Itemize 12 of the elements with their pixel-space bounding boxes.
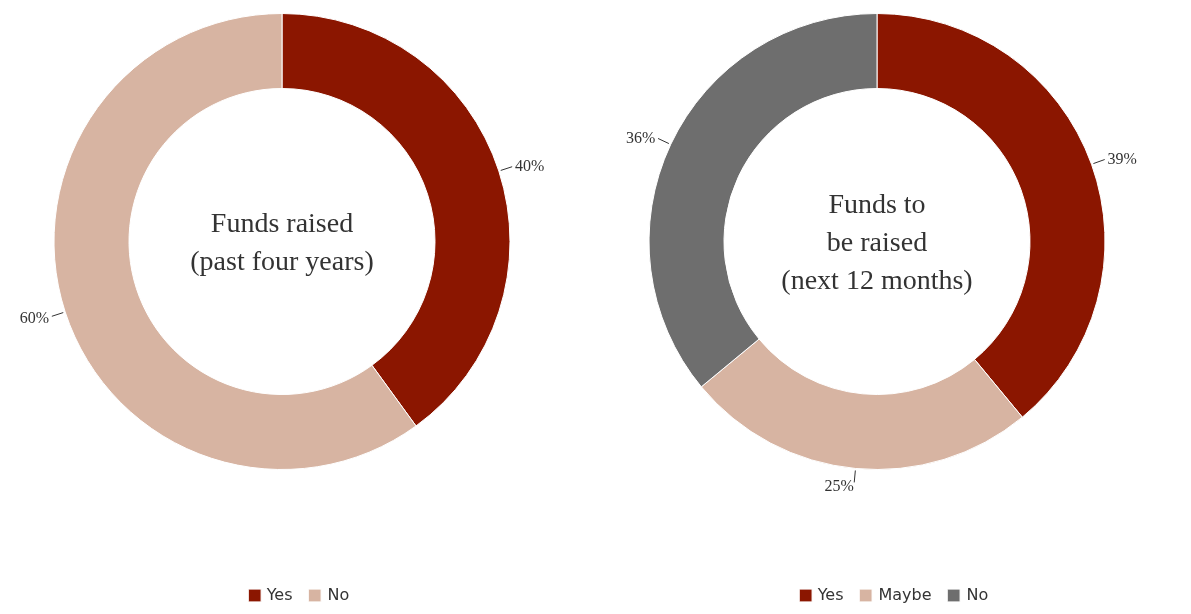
data-label: 39% xyxy=(1107,150,1137,168)
legend-label: No xyxy=(966,585,989,604)
data-label: 36% xyxy=(625,128,656,146)
data-label: 60% xyxy=(19,308,49,326)
legend-label: Maybe xyxy=(878,585,932,604)
text: Funds raised (past four years) xyxy=(190,207,374,276)
data-label: 25% xyxy=(824,476,854,494)
legend-label: Yes xyxy=(266,585,293,604)
legend-label: Yes xyxy=(817,585,844,604)
data-label: 40% xyxy=(515,157,545,175)
legend-label: No xyxy=(327,585,350,604)
text: Funds to be raised (next 12 months) xyxy=(781,188,973,295)
